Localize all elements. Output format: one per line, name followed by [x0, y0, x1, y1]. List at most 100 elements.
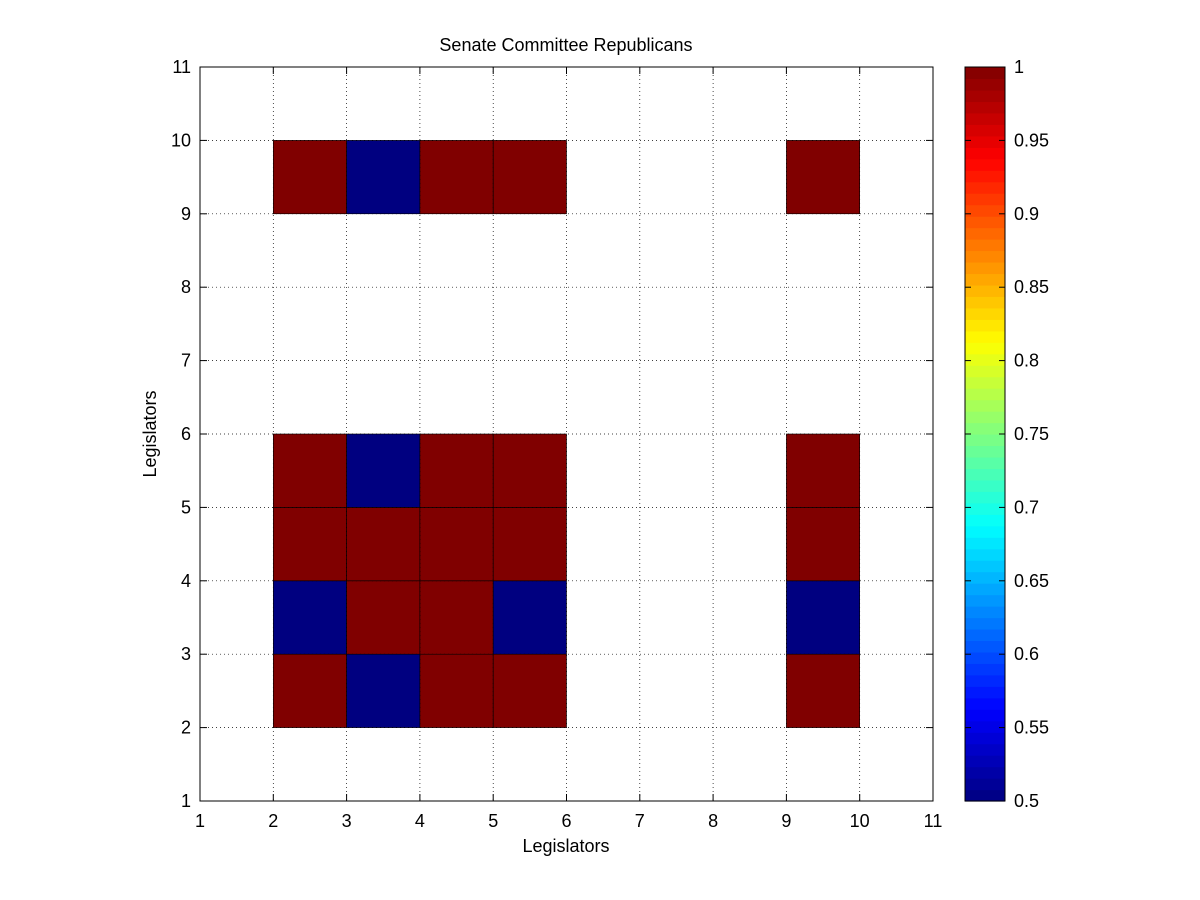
colorbar-band [965, 181, 1005, 194]
colorbar-band [965, 479, 1005, 492]
colorbar-band [965, 135, 1005, 148]
colorbar-band [965, 296, 1005, 309]
colorbar-band [965, 548, 1005, 561]
colorbar-band [965, 789, 1005, 802]
colorbar-gradient [965, 67, 1005, 802]
heatmap-cell [419, 653, 494, 728]
heatmap-cell [786, 580, 861, 655]
colorbar-band [965, 365, 1005, 378]
colorbar-band [965, 434, 1005, 447]
colorbar-band [965, 353, 1005, 366]
heatmap-cell [272, 507, 347, 582]
colorbar-band [965, 388, 1005, 401]
colorbar-band [965, 330, 1005, 343]
colorbar: 0.5 0.55 0.6 0.65 0.7 0.75 0.8 0.85 0.9 0.95 1 [964, 57, 1049, 811]
colorbar-band [965, 617, 1005, 630]
colorbar-tick-label: 0.55 [1014, 718, 1049, 738]
colorbar-band [965, 571, 1005, 584]
x-axis-label: Legislators [522, 836, 609, 856]
y-tick-label: 5 [181, 497, 191, 517]
colorbar-band [965, 491, 1005, 504]
y-tick-label: 2 [181, 718, 191, 738]
colorbar-band [965, 663, 1005, 676]
x-tick-label: 4 [415, 811, 425, 831]
y-tick-label: 7 [181, 351, 191, 371]
heatmap-cell [492, 580, 567, 655]
colorbar-band [965, 502, 1005, 515]
colorbar-band [965, 376, 1005, 389]
colorbar-band [965, 709, 1005, 722]
colorbar-band [965, 67, 1005, 80]
x-tick-label: 5 [488, 811, 498, 831]
colorbar-band [965, 456, 1005, 470]
colorbar-band [965, 204, 1005, 217]
colorbar-band [965, 720, 1005, 733]
colorbar-band [965, 525, 1005, 538]
heatmap-cell [272, 580, 347, 655]
y-tick-label: 6 [181, 424, 191, 444]
colorbar-tick-label: 0.85 [1014, 277, 1049, 297]
x-tick-label: 1 [195, 811, 205, 831]
colorbar-band [965, 399, 1005, 412]
colorbar-band [965, 606, 1005, 619]
colorbar-band [965, 319, 1005, 332]
heatmap-cell [419, 140, 494, 215]
y-tick-label: 1 [181, 791, 191, 811]
heatmap-cell [786, 433, 861, 508]
x-tick-label: 6 [561, 811, 571, 831]
colorbar-band [965, 697, 1005, 710]
colorbar-tick-label: 0.8 [1014, 351, 1039, 371]
colorbar-band [965, 124, 1005, 137]
colorbar-band [965, 583, 1005, 596]
heatmap-cell [492, 653, 567, 728]
heatmap-cell [492, 433, 567, 508]
x-tick-label: 3 [342, 811, 352, 831]
heatmap-cell [419, 580, 494, 655]
colorbar-band [965, 101, 1005, 114]
x-tick-label: 10 [850, 811, 870, 831]
colorbar-band [965, 674, 1005, 687]
colorbar-band [965, 594, 1005, 607]
colorbar-band [965, 89, 1005, 103]
colorbar-band [965, 686, 1005, 699]
colorbar-band [965, 651, 1005, 664]
heatmap-cells [272, 140, 861, 728]
colorbar-band [965, 284, 1005, 297]
colorbar-band [965, 250, 1005, 263]
colorbar-band [965, 755, 1005, 768]
colorbar-band [965, 422, 1005, 435]
colorbar-band [965, 445, 1005, 458]
y-axis-label: Legislators [140, 390, 160, 477]
heatmap-cell [272, 653, 347, 728]
heatmap-cell [346, 653, 421, 728]
colorbar-band [965, 273, 1005, 286]
colorbar-tick-label: 0.95 [1014, 130, 1049, 150]
heatmap-cell [419, 507, 494, 582]
colorbar-band [965, 743, 1005, 756]
colorbar-band [965, 307, 1005, 320]
colorbar-band [965, 628, 1005, 642]
heatmap-cell [419, 433, 494, 508]
x-tick-label: 2 [268, 811, 278, 831]
colorbar-band [965, 158, 1005, 171]
colorbar-tick-label: 0.6 [1014, 644, 1039, 664]
x-tick-label: 11 [924, 811, 943, 831]
heatmap-cell [786, 140, 861, 215]
colorbar-band [965, 766, 1005, 779]
colorbar-band [965, 778, 1005, 791]
y-tick-label: 9 [181, 204, 191, 224]
colorbar-band [965, 342, 1005, 355]
y-tick-label: 11 [172, 57, 191, 77]
chart-title: Senate Committee Republicans [439, 35, 692, 55]
colorbar-band [965, 112, 1005, 125]
colorbar-tick-label: 0.7 [1014, 497, 1039, 517]
colorbar-tick-label: 0.75 [1014, 424, 1049, 444]
heatmap-cell [786, 653, 861, 728]
heatmap-cell [346, 507, 421, 582]
heatmap-cell [492, 140, 567, 215]
y-tick-label: 8 [181, 277, 191, 297]
colorbar-band [965, 193, 1005, 206]
heatmap-cell [786, 507, 861, 582]
